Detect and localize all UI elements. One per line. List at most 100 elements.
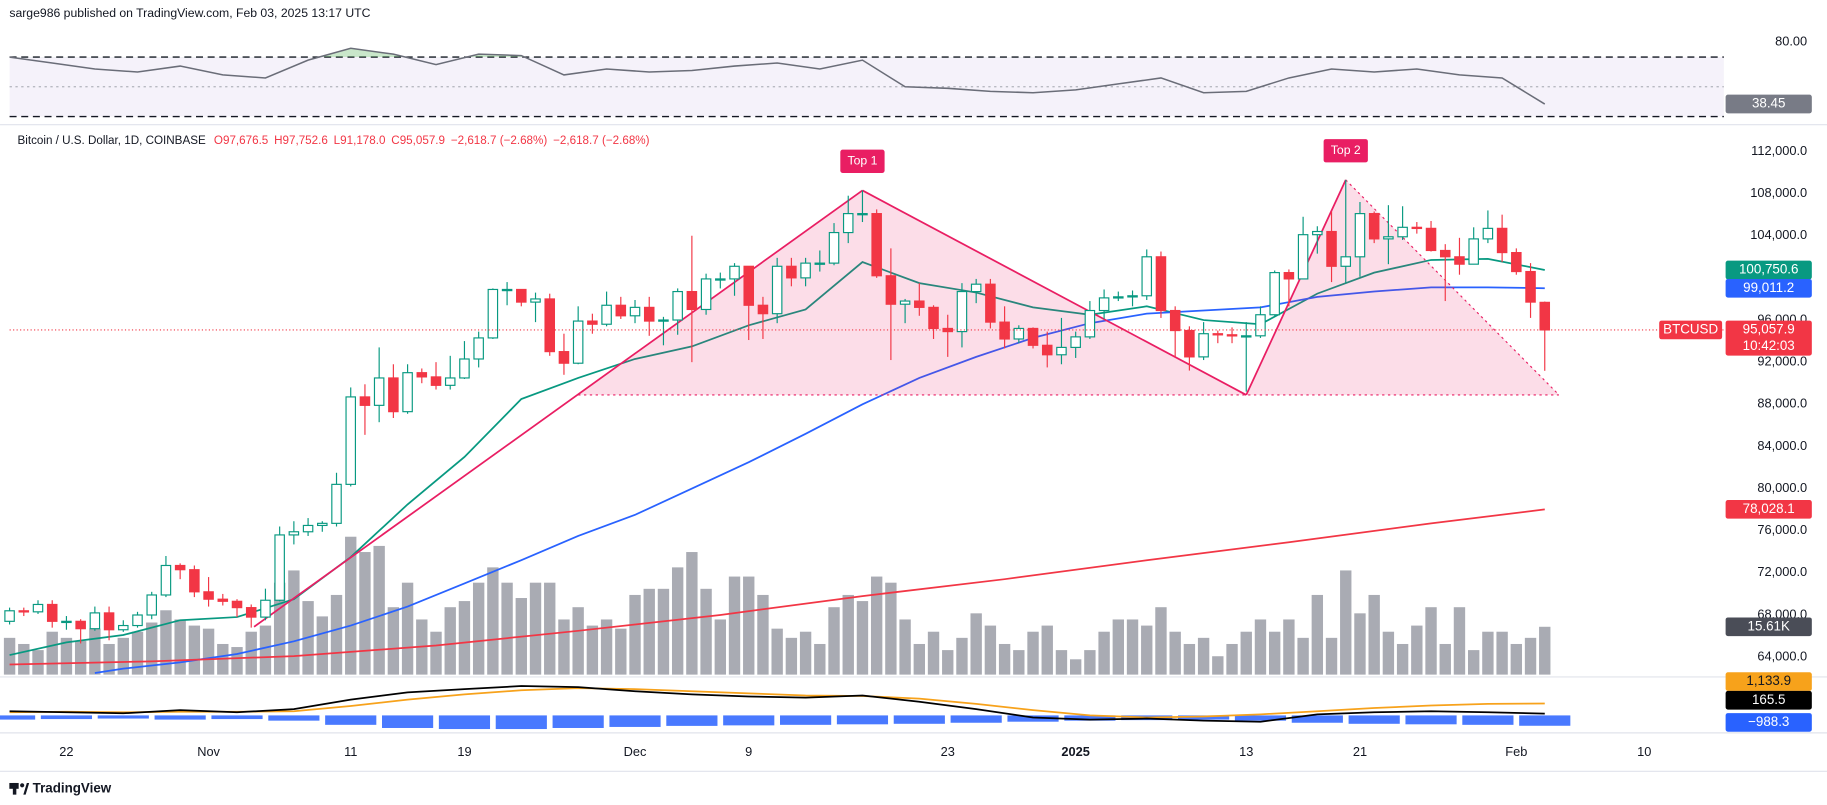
volume-bar [870,576,883,675]
y-tick-label: 80,000.0 [1757,480,1807,495]
macd-histogram-bar [552,715,604,728]
volume-bar [586,625,599,675]
volume-bar [1141,625,1153,675]
volume-bar [714,619,726,675]
macd-histogram-bar [666,715,718,726]
x-tick-label: Dec [624,744,647,759]
brand-name: TradingView [33,780,112,795]
macd-histogram-bar [1291,715,1343,723]
candle-body [700,278,712,311]
candle-body [1354,213,1366,258]
volume-bar [1084,650,1096,675]
moving-average-label-box [1725,278,1812,298]
candle-body [558,351,570,364]
volume-bar [1382,631,1395,675]
candle-body [402,372,413,413]
candle-body [857,213,868,216]
pattern-fill [1246,179,1559,395]
candle-body [1297,234,1309,280]
volume-bar [686,552,698,675]
macd-histogram-bar [438,715,491,730]
candle-body [203,591,214,600]
candle-body [771,265,783,315]
volume-bar [430,631,442,675]
volume-bar [913,643,925,675]
candle-body [672,290,683,321]
volume-bar [1268,631,1281,675]
x-tick-label: 11 [344,744,357,759]
volume-bar [828,607,840,675]
candle-body [388,377,399,413]
candle-body [1027,327,1039,346]
y-tick-label: 104,000.0 [1750,227,1807,242]
candle-body [1468,238,1479,265]
countdown-label: 10:42:03 [1743,338,1795,353]
volume-bar [387,607,400,675]
macd-histogram-bar [1348,715,1400,724]
annotation-label: Top 2 [1331,143,1361,157]
candle-body [1070,336,1081,348]
volume-bar [1425,607,1437,675]
macd-histogram-bar [609,715,661,727]
volume-bar [842,594,854,675]
x-tick-label: 13 [1239,744,1253,759]
macd-histogram-bar [1519,715,1571,726]
volume-bar [373,545,385,675]
candle-body [1198,333,1209,358]
volume-bar [160,610,172,675]
candle-body [302,524,314,533]
macd-last-label: 165.5 [1752,692,1785,707]
y-tick-label: 108,000.0 [1750,185,1807,200]
volume-bar [743,576,755,675]
volume-bar [1169,631,1181,675]
legend-item: L91,178.0 [334,134,386,147]
macd-histogram-bar [950,715,1002,723]
candle-body [373,377,385,406]
candle-body [601,304,612,325]
volume-bar [1482,631,1494,675]
candle-body [985,283,996,323]
candle-body [1425,227,1437,252]
volume-bar [1368,594,1380,675]
volume-bar [615,628,627,675]
macd-histogram-bar [723,715,775,726]
volume-bar [998,643,1011,675]
candle-body [1184,329,1195,358]
pattern-line [253,189,863,628]
candle-body [1326,230,1337,267]
y-tick-label: 84,000.0 [1757,438,1807,453]
legend-item: C95,057.9 [391,134,445,147]
candle-body [1212,333,1224,336]
candle-body [118,624,129,631]
candle-body [444,377,456,386]
volume-bar [1069,659,1082,675]
candle-body [572,320,584,364]
candle-body [899,300,911,305]
candle-body [317,522,328,527]
candle-body [1098,297,1110,312]
volume-bar [728,576,741,675]
symbol-label: BTCUSD [1663,321,1718,336]
candle-body [970,283,982,293]
candle-body [1312,230,1323,236]
candle-body [132,614,143,627]
moving-average-line [94,286,1545,674]
macd-histogram-bar [154,715,206,720]
volume-bar [1311,594,1324,675]
volume-bar [942,650,954,675]
macd-histogram-label: −988.3 [1748,714,1789,729]
candle-body [359,396,371,406]
candle-body [1525,270,1536,303]
macd-line [9,685,1545,723]
rsi-last-label-box [1725,94,1812,114]
x-tick-label: 22 [59,744,73,759]
candle-body [75,620,86,630]
candle-body [1397,226,1408,238]
volume-bar [643,588,655,675]
macd-histogram-bar [1178,715,1230,720]
symbol-label-box [1659,320,1723,340]
macd-histogram-bar [382,715,434,728]
candle-body [686,290,698,311]
candle-body [473,337,484,360]
volume-bar [1539,626,1551,675]
